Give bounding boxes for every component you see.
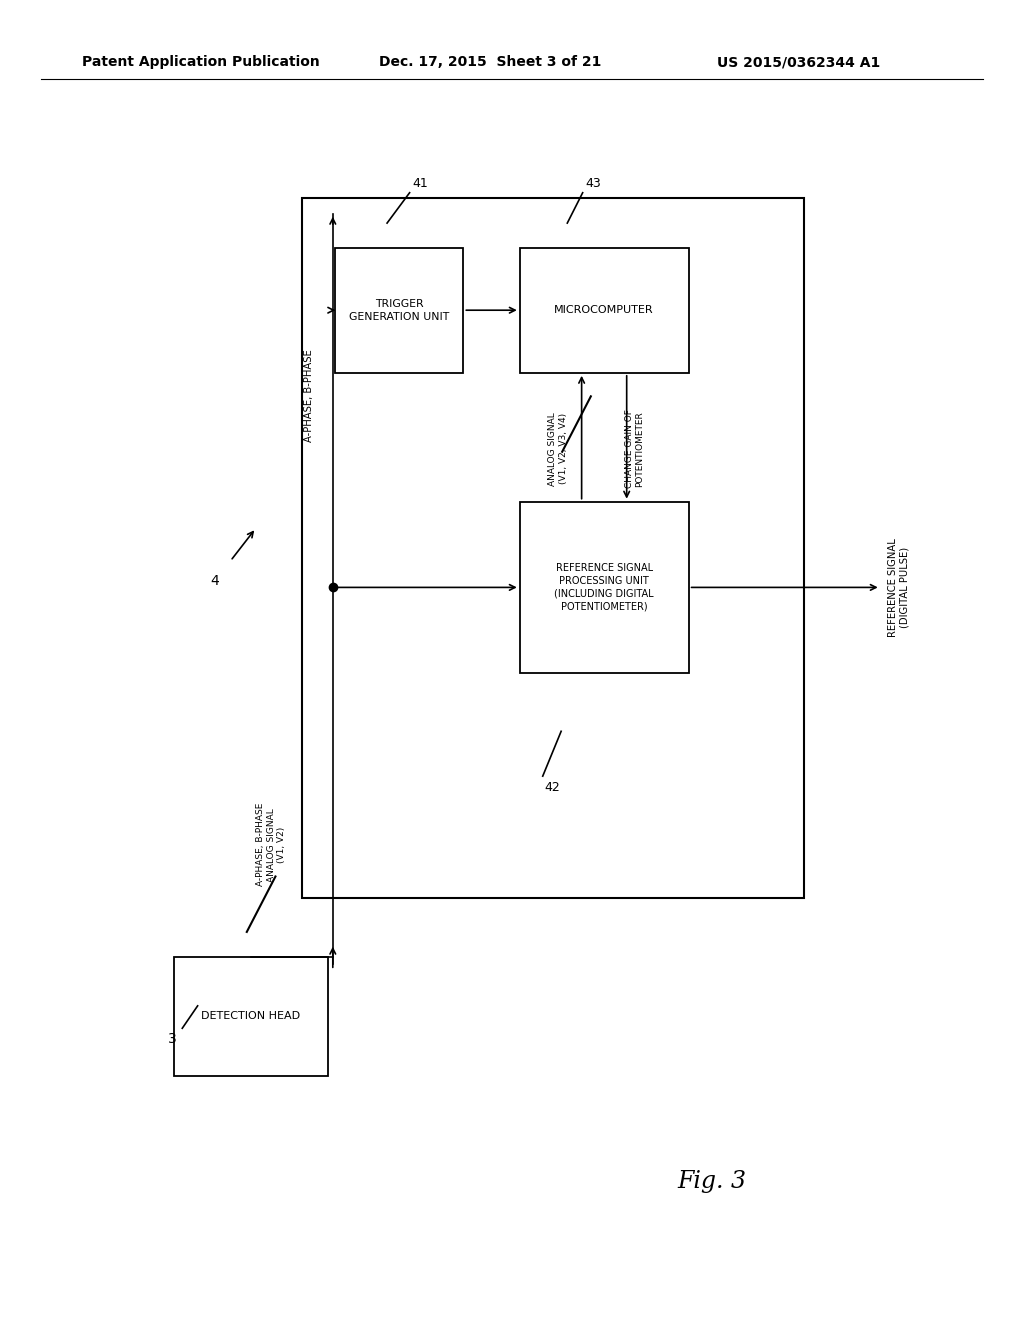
Text: US 2015/0362344 A1: US 2015/0362344 A1 [717, 55, 880, 69]
Text: REFERENCE SIGNAL
PROCESSING UNIT
(INCLUDING DIGITAL
POTENTIOMETER): REFERENCE SIGNAL PROCESSING UNIT (INCLUD… [554, 564, 654, 611]
Bar [302, 198, 804, 898]
Text: 3: 3 [168, 1032, 176, 1045]
Text: A-PHASE, B-PHASE
ANALOG SIGNAL
(V1, V2): A-PHASE, B-PHASE ANALOG SIGNAL (V1, V2) [256, 803, 287, 887]
Text: A-PHASE, B-PHASE: A-PHASE, B-PHASE [304, 350, 314, 442]
Text: 42: 42 [545, 781, 560, 795]
Text: 4: 4 [211, 574, 219, 587]
Bar [336, 248, 463, 372]
Text: Patent Application Publication: Patent Application Publication [82, 55, 319, 69]
Bar [519, 248, 688, 372]
Text: REFERENCE SIGNAL
(DIGITAL PULSE): REFERENCE SIGNAL (DIGITAL PULSE) [888, 539, 910, 636]
Bar [519, 502, 688, 673]
Text: MICROCOMPUTER: MICROCOMPUTER [554, 305, 654, 315]
Text: ANALOG SIGNAL
(V1, V2, V3, V4): ANALOG SIGNAL (V1, V2, V3, V4) [549, 412, 567, 486]
Text: Fig. 3: Fig. 3 [677, 1170, 746, 1193]
Text: CHANGE GAIN OF
POTENTIOMETER: CHANGE GAIN OF POTENTIOMETER [626, 409, 644, 488]
Text: TRIGGER
GENERATION UNIT: TRIGGER GENERATION UNIT [349, 298, 450, 322]
Text: Dec. 17, 2015  Sheet 3 of 21: Dec. 17, 2015 Sheet 3 of 21 [379, 55, 601, 69]
Bar [174, 957, 328, 1076]
Text: DETECTION HEAD: DETECTION HEAD [202, 1011, 300, 1022]
Text: 43: 43 [586, 177, 601, 190]
Text: 41: 41 [413, 177, 428, 190]
